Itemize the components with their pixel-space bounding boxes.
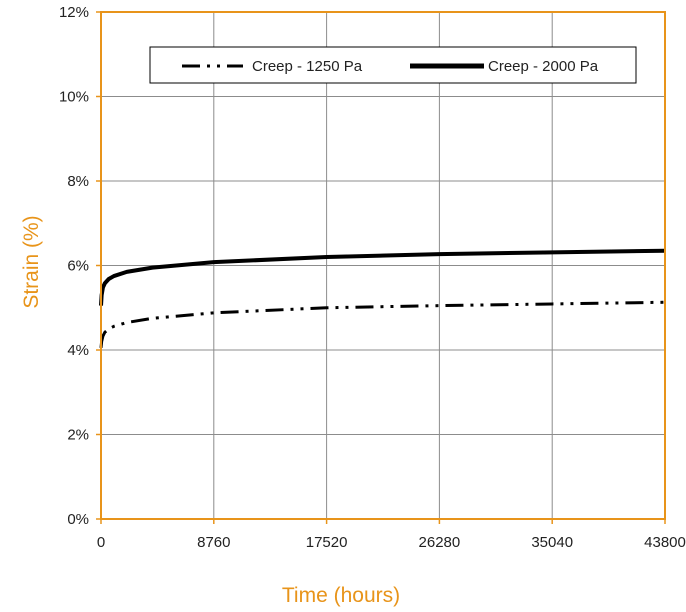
x-tick-label: 8760	[197, 534, 230, 551]
y-tick-label: 2%	[67, 427, 89, 444]
legend: Creep - 1250 Pa Creep - 2000 Pa	[149, 46, 637, 84]
x-axis-title: Time (hours)	[282, 584, 400, 607]
x-axis-ticks: 0 8760 17520 26280 35040 43800	[97, 519, 686, 551]
y-tick-label: 10%	[59, 89, 89, 106]
y-tick-label: 8%	[67, 173, 89, 190]
y-tick-label: 6%	[67, 258, 89, 275]
x-tick-label: 43800	[644, 534, 686, 551]
series-line-creep-1250	[99, 300, 666, 349]
y-tick-label: 0%	[67, 511, 89, 528]
x-tick-label: 26280	[419, 534, 461, 551]
series-lines	[99, 248, 666, 349]
x-tick-label: 35040	[531, 534, 573, 551]
y-tick-label: 12%	[59, 4, 89, 21]
y-axis-title: Strain (%)	[20, 215, 43, 308]
legend-label-creep-2000: Creep - 2000 Pa	[488, 58, 599, 75]
series-line-creep-2000	[99, 248, 666, 306]
legend-label-creep-1250: Creep - 1250 Pa	[252, 58, 363, 75]
y-tick-label: 4%	[67, 342, 89, 359]
x-tick-label: 17520	[306, 534, 348, 551]
y-axis-ticks: 0% 2% 4% 6% 8% 10% 12%	[59, 4, 101, 528]
x-tick-label: 0	[97, 534, 105, 551]
